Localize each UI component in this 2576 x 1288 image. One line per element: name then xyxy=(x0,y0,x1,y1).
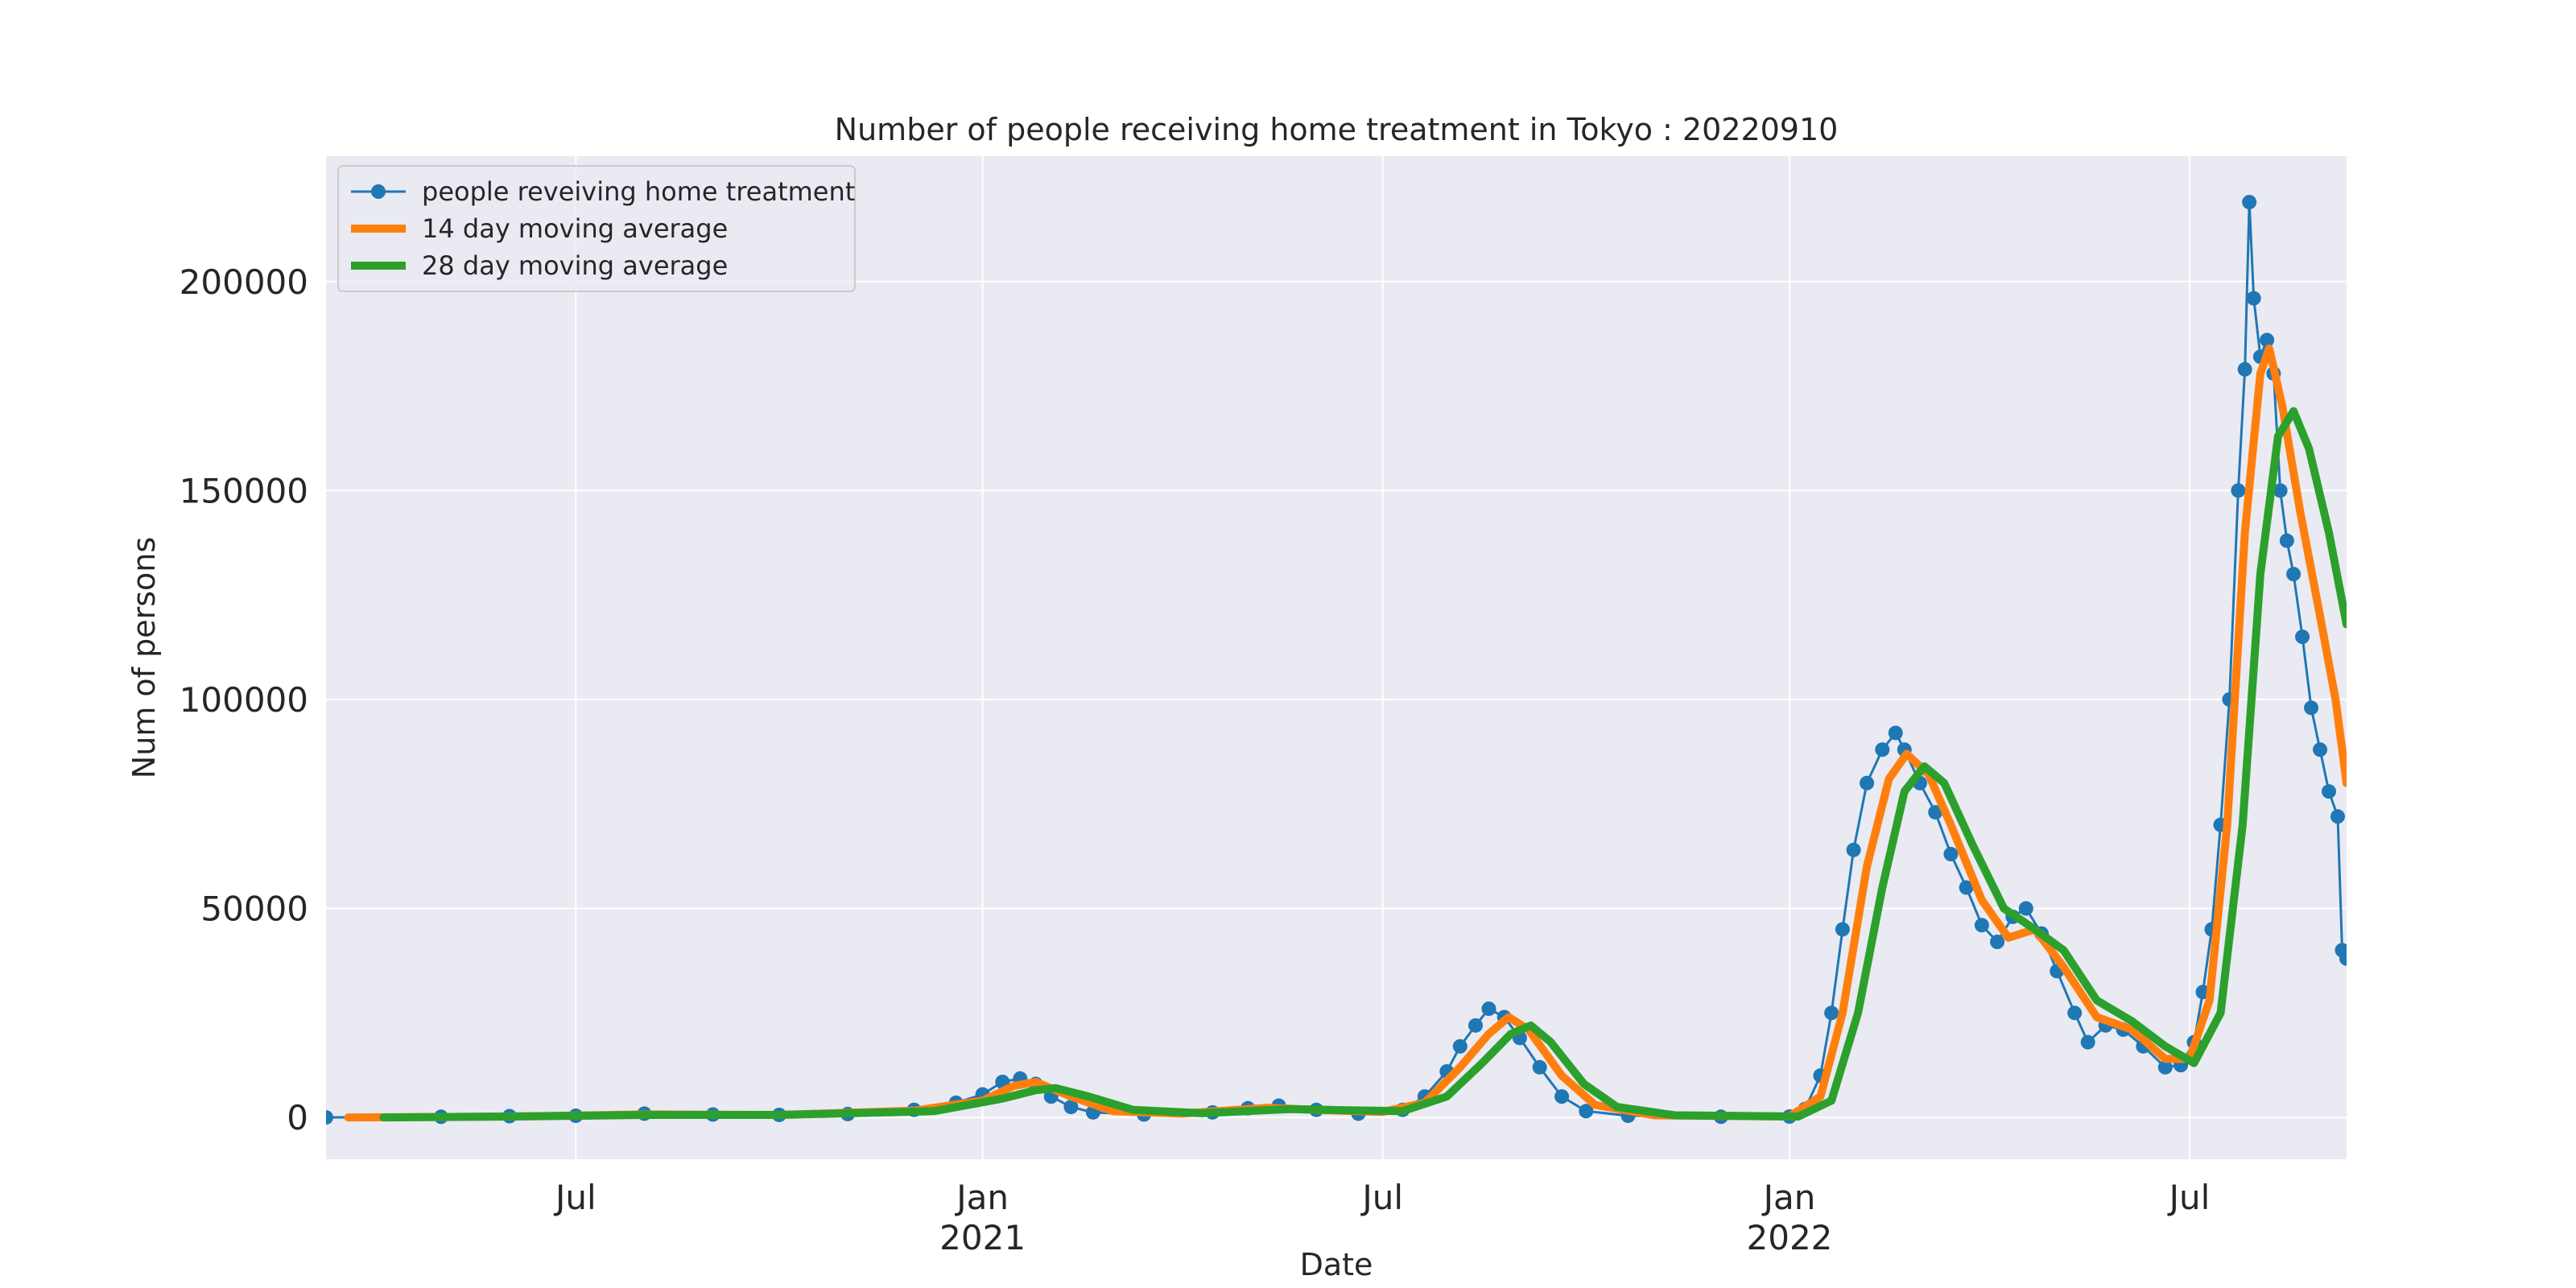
data-point xyxy=(2313,742,2328,758)
data-point xyxy=(326,1110,333,1125)
data-point xyxy=(2279,533,2294,548)
data-point xyxy=(1835,922,1850,937)
series-line-3 xyxy=(379,407,2347,1122)
x-tick-label: Jul xyxy=(2167,1178,2211,1217)
data-point xyxy=(1824,1005,1839,1021)
series-layer xyxy=(326,195,2347,1125)
data-point xyxy=(2231,483,2246,498)
legend: people reveiving home treatment 14 day mo… xyxy=(337,165,856,292)
data-point xyxy=(2237,361,2252,377)
data-point xyxy=(2286,567,2301,582)
chart-title: Number of people receiving home treatmen… xyxy=(835,112,1839,147)
data-point xyxy=(2322,784,2337,799)
data-point xyxy=(1974,918,1989,933)
x-tick-label: Jan xyxy=(954,1178,1009,1217)
x-tick-sublabel: 2021 xyxy=(939,1218,1026,1257)
series-line-2 xyxy=(344,344,2347,1122)
data-point xyxy=(1928,805,1943,820)
y-tick-label: 50000 xyxy=(200,890,308,929)
data-point xyxy=(2067,1005,2083,1021)
data-point xyxy=(1452,1038,1468,1054)
data-point xyxy=(1888,725,1903,741)
legend-label-1: people reveiving home treatment xyxy=(422,176,855,207)
x-tick-label: Jul xyxy=(553,1178,597,1217)
plot-area xyxy=(326,156,2347,1159)
x-tick-label: Jan xyxy=(1761,1178,1816,1217)
y-tick-label: 150000 xyxy=(180,471,308,510)
x-tick-label: Jul xyxy=(1360,1178,1403,1217)
data-point xyxy=(1063,1100,1079,1115)
data-point xyxy=(2246,291,2261,306)
data-point xyxy=(2018,901,2033,916)
data-point xyxy=(2304,700,2319,716)
data-point xyxy=(1554,1089,1570,1104)
data-point xyxy=(2273,483,2288,498)
legend-marker xyxy=(371,184,386,199)
data-point xyxy=(2157,1059,2173,1075)
legend-label-3: 28 day moving average xyxy=(422,250,728,281)
data-point xyxy=(2260,332,2275,348)
data-point xyxy=(1579,1104,1594,1119)
data-point xyxy=(2080,1034,2095,1050)
data-point xyxy=(1532,1059,1547,1075)
legend-box xyxy=(337,165,856,292)
data-point xyxy=(2242,195,2257,210)
y-tick-label: 200000 xyxy=(180,262,308,302)
legend-label-2: 14 day moving average xyxy=(422,213,728,244)
data-point xyxy=(1481,1001,1496,1017)
y-tick-label: 0 xyxy=(287,1098,308,1137)
data-point xyxy=(2295,630,2310,645)
x-tick-sublabel: 2022 xyxy=(1747,1218,1833,1257)
data-point xyxy=(2330,809,2346,824)
data-point xyxy=(1468,1018,1484,1033)
data-point xyxy=(1846,842,1861,857)
y-tick-label: 100000 xyxy=(180,680,308,720)
data-point xyxy=(1875,742,1890,758)
x-axis-label: Date xyxy=(1300,1247,1373,1282)
data-point xyxy=(1860,775,1875,791)
data-point xyxy=(1959,880,1974,895)
data-point xyxy=(1943,847,1959,862)
data-point xyxy=(1990,935,2005,950)
data-point xyxy=(2339,951,2347,966)
y-axis-label: Num of persons xyxy=(126,537,162,778)
